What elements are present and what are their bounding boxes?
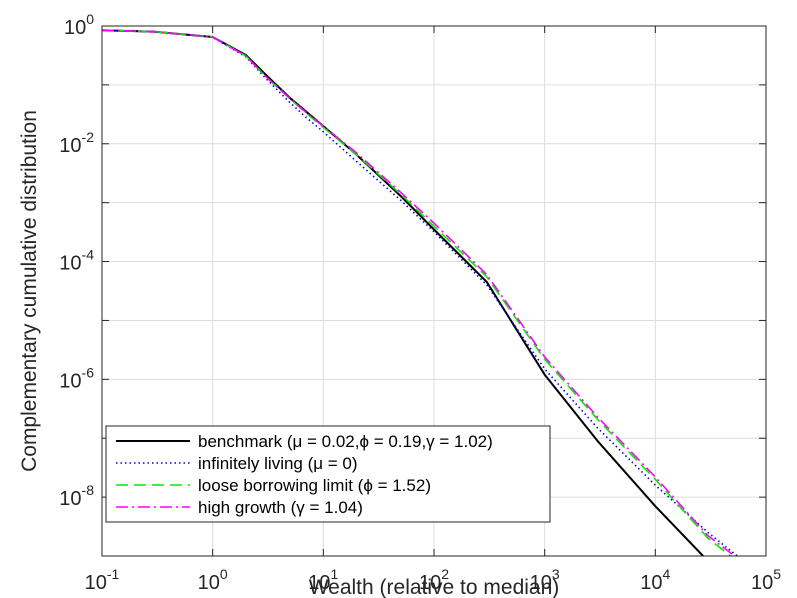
legend-item: infinitely living (μ = 0) (116, 454, 358, 473)
x-tick-label: 105 (751, 566, 781, 594)
legend-label: infinitely living (μ = 0) (198, 454, 358, 473)
series-line-1 (102, 29, 738, 556)
y-tick-label: 10-4 (59, 247, 94, 275)
legend-label: benchmark (μ = 0.02,ϕ = 0.19,γ = 1.02) (198, 432, 493, 451)
series-layer (102, 29, 738, 556)
x-axis-label: Wealth (relative to median) (309, 576, 560, 598)
legend-item: loose borrowing limit (ϕ = 1.52) (116, 476, 431, 495)
legend-item: high growth (γ = 1.04) (116, 498, 363, 517)
legend: benchmark (μ = 0.02,ϕ = 0.19,γ = 1.02) in… (105, 425, 551, 523)
x-tick-labels: 10-1 100 101 102 103 104 105 (85, 566, 782, 594)
y-tick-labels: 100 10-2 10-4 10-6 10-8 (59, 11, 94, 510)
y-axis-label: Complementary cumulative distribution (18, 110, 41, 472)
x-tick-label: 104 (640, 566, 670, 594)
tick-marks (101, 25, 767, 557)
legend-label: high growth (γ = 1.04) (198, 498, 363, 517)
legend-label: loose borrowing limit (ϕ = 1.52) (198, 476, 431, 495)
x-tick-label: 102 (419, 566, 449, 594)
x-tick-label: 101 (308, 566, 338, 594)
legend-item: benchmark (μ = 0.02,ϕ = 0.19,γ = 1.02) (116, 432, 493, 451)
y-tick-label: 10-2 (59, 129, 94, 157)
x-tick-label: 103 (530, 566, 560, 594)
series-line-3 (102, 29, 736, 556)
x-tick-label: 10-1 (85, 566, 120, 594)
y-tick-label: 10-6 (59, 364, 94, 392)
y-tick-label: 10-8 (59, 482, 94, 510)
y-tick-label: 100 (64, 11, 94, 39)
x-tick-label: 100 (198, 566, 228, 594)
